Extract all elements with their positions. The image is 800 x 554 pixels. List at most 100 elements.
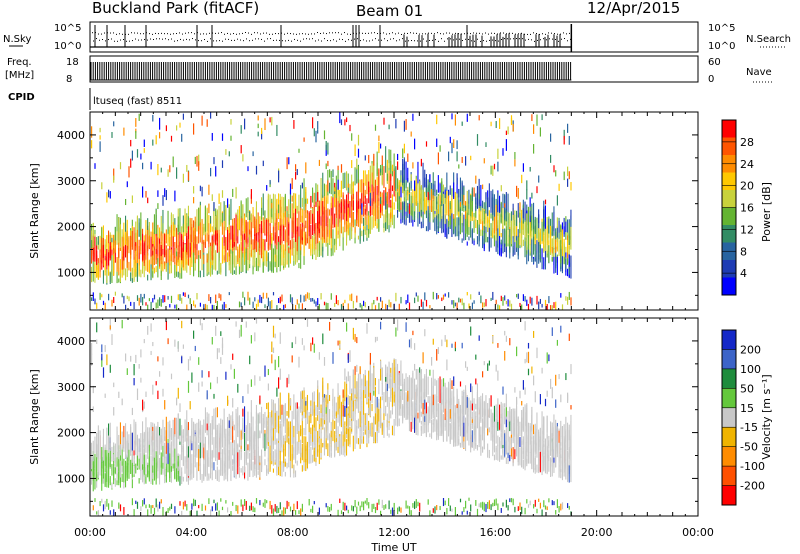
range-cell — [283, 212, 285, 225]
range-cell — [466, 291, 468, 296]
range-cell — [352, 213, 354, 228]
range-cell — [145, 302, 147, 306]
freq-tick-top: 18 — [66, 57, 79, 68]
range-cell — [230, 431, 232, 441]
range-cell — [453, 219, 455, 230]
range-cell — [191, 417, 193, 444]
range-cell — [527, 206, 529, 232]
range-cell — [91, 297, 93, 301]
range-cell — [218, 427, 220, 453]
range-cell — [252, 463, 254, 478]
range-cell — [119, 422, 121, 449]
range-cell — [119, 273, 121, 283]
nsky-dot — [144, 38, 145, 40]
range-cell — [414, 297, 416, 304]
range-cell — [247, 239, 249, 245]
nsearch-dot — [515, 33, 516, 35]
range-cell — [298, 211, 300, 227]
range-cell — [347, 183, 349, 188]
range-cell — [306, 394, 308, 415]
range-cell — [182, 113, 184, 120]
nsky-dot — [492, 39, 493, 41]
nsky-dot — [345, 40, 346, 42]
range-cell — [306, 318, 309, 327]
range-cell — [298, 410, 300, 432]
range-cell — [184, 433, 186, 442]
range-cell — [235, 461, 237, 479]
nsearch-dot — [179, 32, 180, 34]
range-cell — [567, 123, 569, 133]
range-cell — [113, 454, 115, 462]
range-cell — [415, 292, 417, 297]
range-cell — [279, 229, 281, 239]
range-cell — [227, 252, 229, 263]
nsearch-dot — [452, 33, 453, 35]
range-cell — [522, 294, 524, 302]
nsky-dot — [441, 38, 442, 40]
range-cell — [255, 303, 258, 310]
range-cell — [376, 223, 378, 228]
range-cell — [315, 223, 317, 240]
range-cell — [482, 207, 484, 222]
range-cell — [245, 248, 247, 271]
range-cell — [539, 233, 541, 245]
range-cell — [145, 264, 147, 270]
range-cell — [332, 178, 334, 198]
range-cell — [240, 468, 242, 473]
nsearch-dot — [284, 33, 285, 35]
nsky-dot — [171, 38, 172, 40]
range-cell — [130, 355, 132, 362]
range-cell — [133, 509, 135, 516]
range-cell — [235, 412, 237, 426]
range-cell — [194, 345, 196, 352]
range-cell — [544, 261, 546, 270]
nsky-dot — [168, 39, 169, 41]
range-cell — [291, 203, 293, 228]
range-cell — [104, 253, 106, 261]
range-cell — [165, 469, 167, 477]
range-cell — [210, 297, 212, 304]
range-cell — [99, 135, 101, 140]
range-cell — [329, 321, 331, 331]
range-cell — [342, 231, 344, 251]
range-cell — [359, 198, 361, 209]
range-cell — [109, 246, 111, 261]
nsearch-dot — [206, 33, 207, 35]
range-cell — [463, 214, 465, 241]
range-cell — [388, 124, 390, 130]
range-cell — [172, 221, 174, 242]
range-cell — [252, 435, 254, 450]
range-cell — [220, 452, 222, 476]
range-cell — [323, 183, 325, 197]
range-cell — [181, 471, 183, 480]
range-cell — [106, 498, 108, 507]
range-cell — [189, 217, 191, 242]
range-cell — [91, 126, 93, 138]
range-cell — [237, 505, 239, 514]
range-cell — [514, 220, 516, 237]
range-cell — [116, 431, 118, 458]
range-cell — [196, 155, 198, 167]
freq-trace — [90, 62, 572, 81]
range-cell — [359, 424, 361, 445]
range-cell — [281, 294, 283, 302]
range-cell — [206, 423, 208, 431]
nsky-dot — [528, 38, 529, 40]
range-cell — [550, 133, 552, 142]
range-cell — [274, 359, 276, 371]
range-cell — [289, 421, 291, 445]
range-cell — [414, 180, 416, 191]
nsky-dot — [300, 40, 301, 42]
nsearch-dot — [188, 32, 189, 34]
range-cell — [249, 234, 251, 262]
range-cell — [186, 504, 188, 511]
range-cell — [125, 268, 127, 281]
range-cell — [536, 295, 538, 305]
nsearch-dot — [437, 32, 438, 34]
range-cell — [543, 232, 545, 249]
range-cell — [215, 503, 217, 511]
range-cell — [335, 438, 337, 448]
range-cell — [431, 189, 433, 212]
range-cell — [274, 333, 276, 339]
range-cell — [230, 253, 232, 273]
